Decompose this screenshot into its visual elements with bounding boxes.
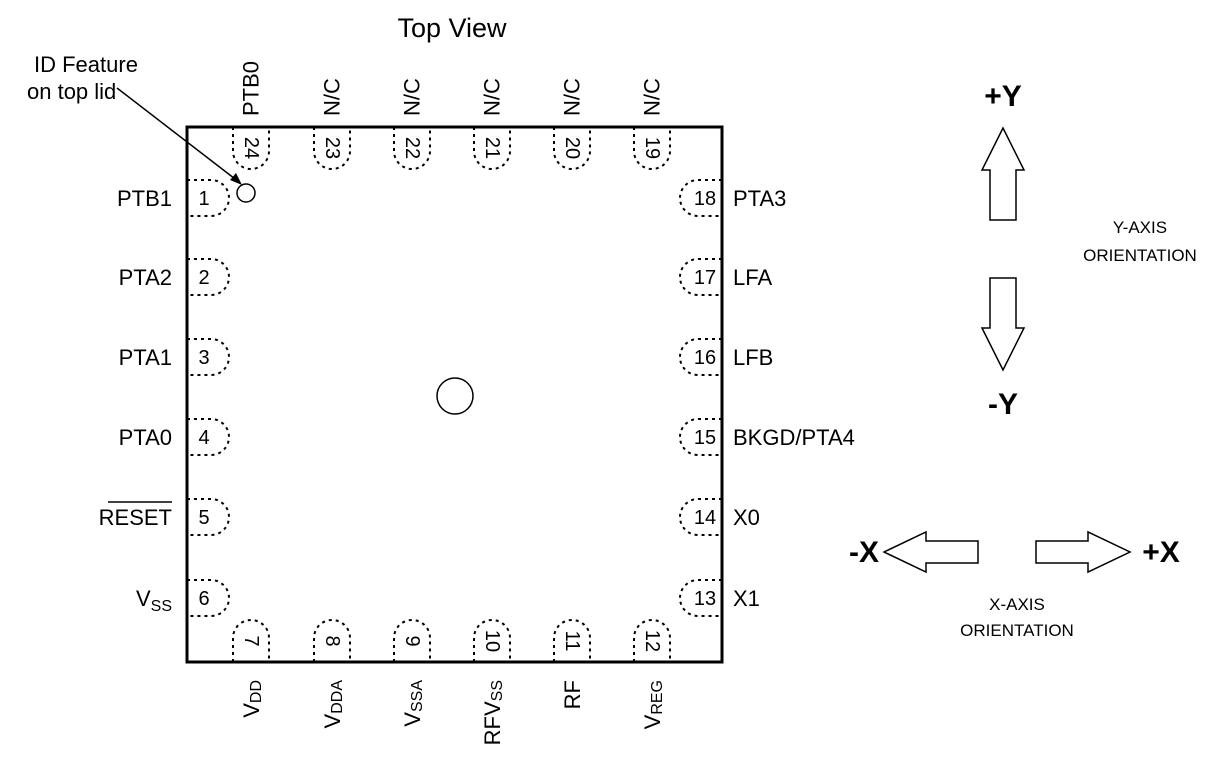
- pin-pad-outline: [633, 619, 671, 662]
- pin-number-left-6: 6: [198, 588, 209, 610]
- pin-pad-outline: [232, 127, 270, 170]
- pin-number-right-14: 14: [694, 507, 716, 529]
- pin-pad-outline: [679, 258, 722, 296]
- package-body: [185, 125, 724, 664]
- pin-number-right-16: 16: [694, 347, 716, 369]
- pin-label-left-3: PTA1: [119, 345, 172, 370]
- pin-number-bottom-11: 11: [561, 631, 583, 652]
- pin-pad-outline: [187, 498, 230, 536]
- pin-pad-outline: [633, 127, 671, 170]
- pin-number-top-23: 23: [321, 137, 343, 159]
- pin-label-top-24: PTB0: [239, 61, 264, 116]
- pin-pad-outline: [679, 179, 722, 217]
- pin-label-left-6: VSS: [136, 586, 172, 615]
- pin-pad-outline: [187, 579, 230, 617]
- pin-label-left-5: RESET: [99, 505, 172, 530]
- y-axis-minus-label: -Y: [988, 388, 1018, 421]
- pin-number-bottom-10: 10: [481, 630, 503, 652]
- pin-number-left-5: 5: [198, 507, 209, 529]
- pin-number-right-18: 18: [694, 188, 716, 210]
- pin-pad-outline: [679, 498, 722, 536]
- id-feature-label-line1: ID Feature: [34, 52, 138, 77]
- pin-number-top-22: 22: [401, 137, 423, 159]
- pin-pad-outline: [187, 338, 230, 376]
- pin-label-right-14: X0: [733, 505, 760, 530]
- pin-number-right-13: 13: [694, 588, 716, 610]
- pin-number-top-19: 19: [641, 137, 663, 159]
- pin-label-right-16: LFB: [733, 345, 773, 370]
- pin-pad-outline: [679, 418, 722, 456]
- pin-pad-outline: [187, 179, 230, 217]
- x-axis-plus-arrow: [1035, 530, 1132, 574]
- pin-number-top-24: 24: [240, 137, 262, 159]
- pin-pad-outline: [473, 127, 511, 170]
- y-axis-caption-line1: Y-AXIS: [1113, 218, 1167, 237]
- x-axis-minus-label: -X: [849, 536, 879, 569]
- pin-label-right-13: X1: [733, 586, 760, 611]
- pin-label-bottom-12: VREG: [640, 680, 666, 729]
- pin-pad-outline: [393, 127, 431, 170]
- diagram-title: Top View: [397, 13, 507, 43]
- pin-label-bottom-10: RFVSS: [480, 680, 506, 745]
- pin-pad-outline: [187, 258, 230, 296]
- pin-label-right-17: LFA: [733, 265, 772, 290]
- pin-pad-outline: [313, 619, 351, 662]
- pin-pad-outline: [393, 619, 431, 662]
- id-feature-circle: [236, 183, 256, 203]
- pin-number-left-3: 3: [198, 347, 209, 369]
- y-axis-minus-arrow: [980, 277, 1026, 372]
- pin-number-bottom-8: 8: [321, 635, 343, 646]
- pin-label-bottom-8: VDDA: [320, 680, 346, 729]
- center-circle: [436, 377, 474, 415]
- pin-label-left-1: PTB1: [117, 186, 172, 211]
- pin-pad-outline: [553, 127, 591, 170]
- pin-number-bottom-7: 7: [240, 635, 262, 646]
- pin-number-top-21: 21: [481, 137, 503, 159]
- pin-number-left-2: 2: [198, 267, 209, 289]
- pin-pad-outline: [679, 579, 722, 617]
- y-axis-caption-line2: ORIENTATION: [1083, 246, 1197, 265]
- pin-number-right-17: 17: [694, 267, 716, 289]
- pin-number-left-1: 1: [198, 188, 209, 210]
- pin-label-top-19: N/C: [640, 78, 665, 116]
- pin-label-top-21: N/C: [480, 78, 505, 116]
- pin-label-top-20: N/C: [560, 78, 585, 116]
- pin-pad-outline: [679, 338, 722, 376]
- id-feature-leader: [116, 87, 240, 183]
- pin-pad-outline: [232, 619, 270, 662]
- pin-number-right-15: 15: [694, 427, 716, 449]
- pin-label-top-23: N/C: [320, 78, 345, 116]
- y-axis-plus-arrow: [980, 126, 1026, 221]
- x-axis-caption-line2: ORIENTATION: [960, 621, 1074, 640]
- pin-label-left-2: PTA2: [119, 265, 172, 290]
- y-axis-plus-label: +Y: [984, 80, 1022, 113]
- pin-number-top-20: 20: [561, 137, 583, 159]
- pin-label-left-4: PTA0: [119, 425, 172, 450]
- pin-label-bottom-9: VSSA: [400, 680, 426, 727]
- x-axis-caption-line1: X-AXIS: [989, 595, 1045, 614]
- pin-pad-outline: [313, 127, 351, 170]
- pin-label-bottom-11: RF: [560, 680, 585, 709]
- pin-label-top-22: N/C: [400, 78, 425, 116]
- pin-label-right-18: PTA3: [733, 186, 786, 211]
- pin-pad-outline: [187, 418, 230, 456]
- pin-label-right-15: BKGD/PTA4: [733, 425, 855, 450]
- pin-label-bottom-7: VDD: [239, 680, 265, 718]
- id-feature-label-line2: on top lid: [27, 79, 116, 104]
- pins-layer: 1 PTB1 2 PTA2 3 PTA1 4 PTA0 5 RESET 6 VSS 18 PTA3 17 LF…: [99, 61, 855, 745]
- x-axis-plus-label: +X: [1142, 536, 1180, 569]
- pin-pad-outline: [473, 619, 511, 662]
- id-feature-arrowhead: [230, 173, 242, 185]
- pin-number-bottom-9: 9: [401, 635, 423, 646]
- pin-number-left-4: 4: [198, 427, 209, 449]
- x-axis-minus-arrow: [882, 530, 979, 574]
- pin-pad-outline: [553, 619, 591, 662]
- pin-number-bottom-12: 12: [641, 630, 663, 652]
